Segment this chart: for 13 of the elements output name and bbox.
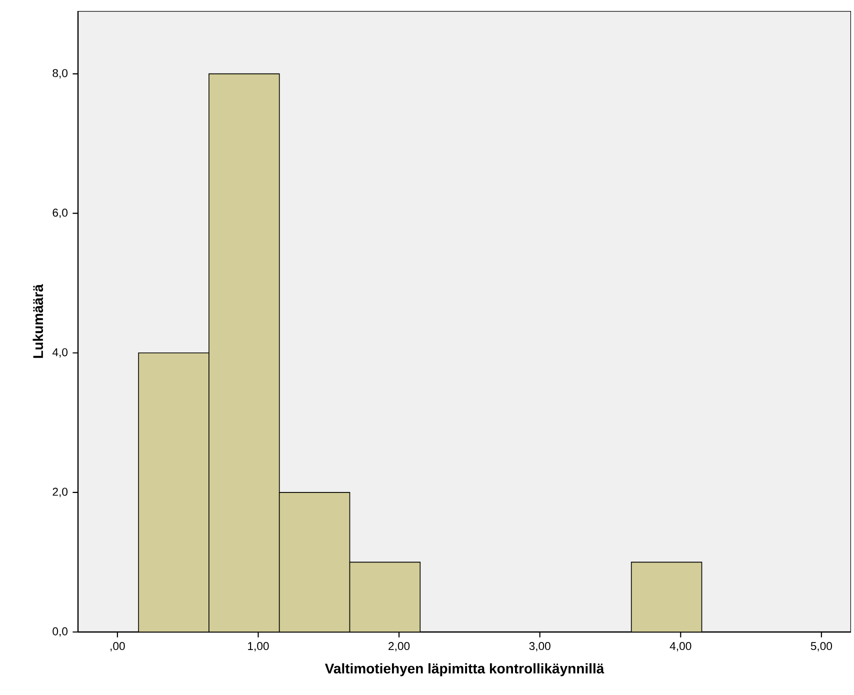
- x-tick-label: 4,00: [670, 642, 692, 652]
- x-tick-label: 1,00: [248, 642, 269, 652]
- y-tick-label: 8,0: [52, 69, 68, 78]
- y-tick-label: 0,0: [52, 627, 68, 637]
- x-tick-label: 2,00: [388, 642, 410, 652]
- y-axis-title: Lukumäärä: [32, 284, 44, 358]
- y-tick-label: 2,0: [52, 488, 68, 498]
- y-tick-label: 6,0: [52, 208, 68, 218]
- x-axis-title: Valtimotiehyen läpimitta kontrollikäynnillä: [324, 663, 604, 676]
- y-tick-label: 4,0: [52, 348, 68, 358]
- x-tick-label: 3,00: [529, 642, 550, 652]
- x-tick-label: ,00: [110, 642, 125, 652]
- x-tick-label: 5,00: [810, 642, 832, 652]
